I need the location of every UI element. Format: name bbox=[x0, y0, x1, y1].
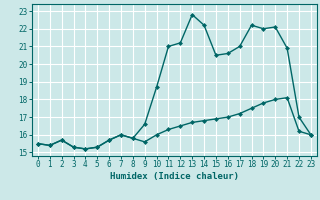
X-axis label: Humidex (Indice chaleur): Humidex (Indice chaleur) bbox=[110, 172, 239, 181]
